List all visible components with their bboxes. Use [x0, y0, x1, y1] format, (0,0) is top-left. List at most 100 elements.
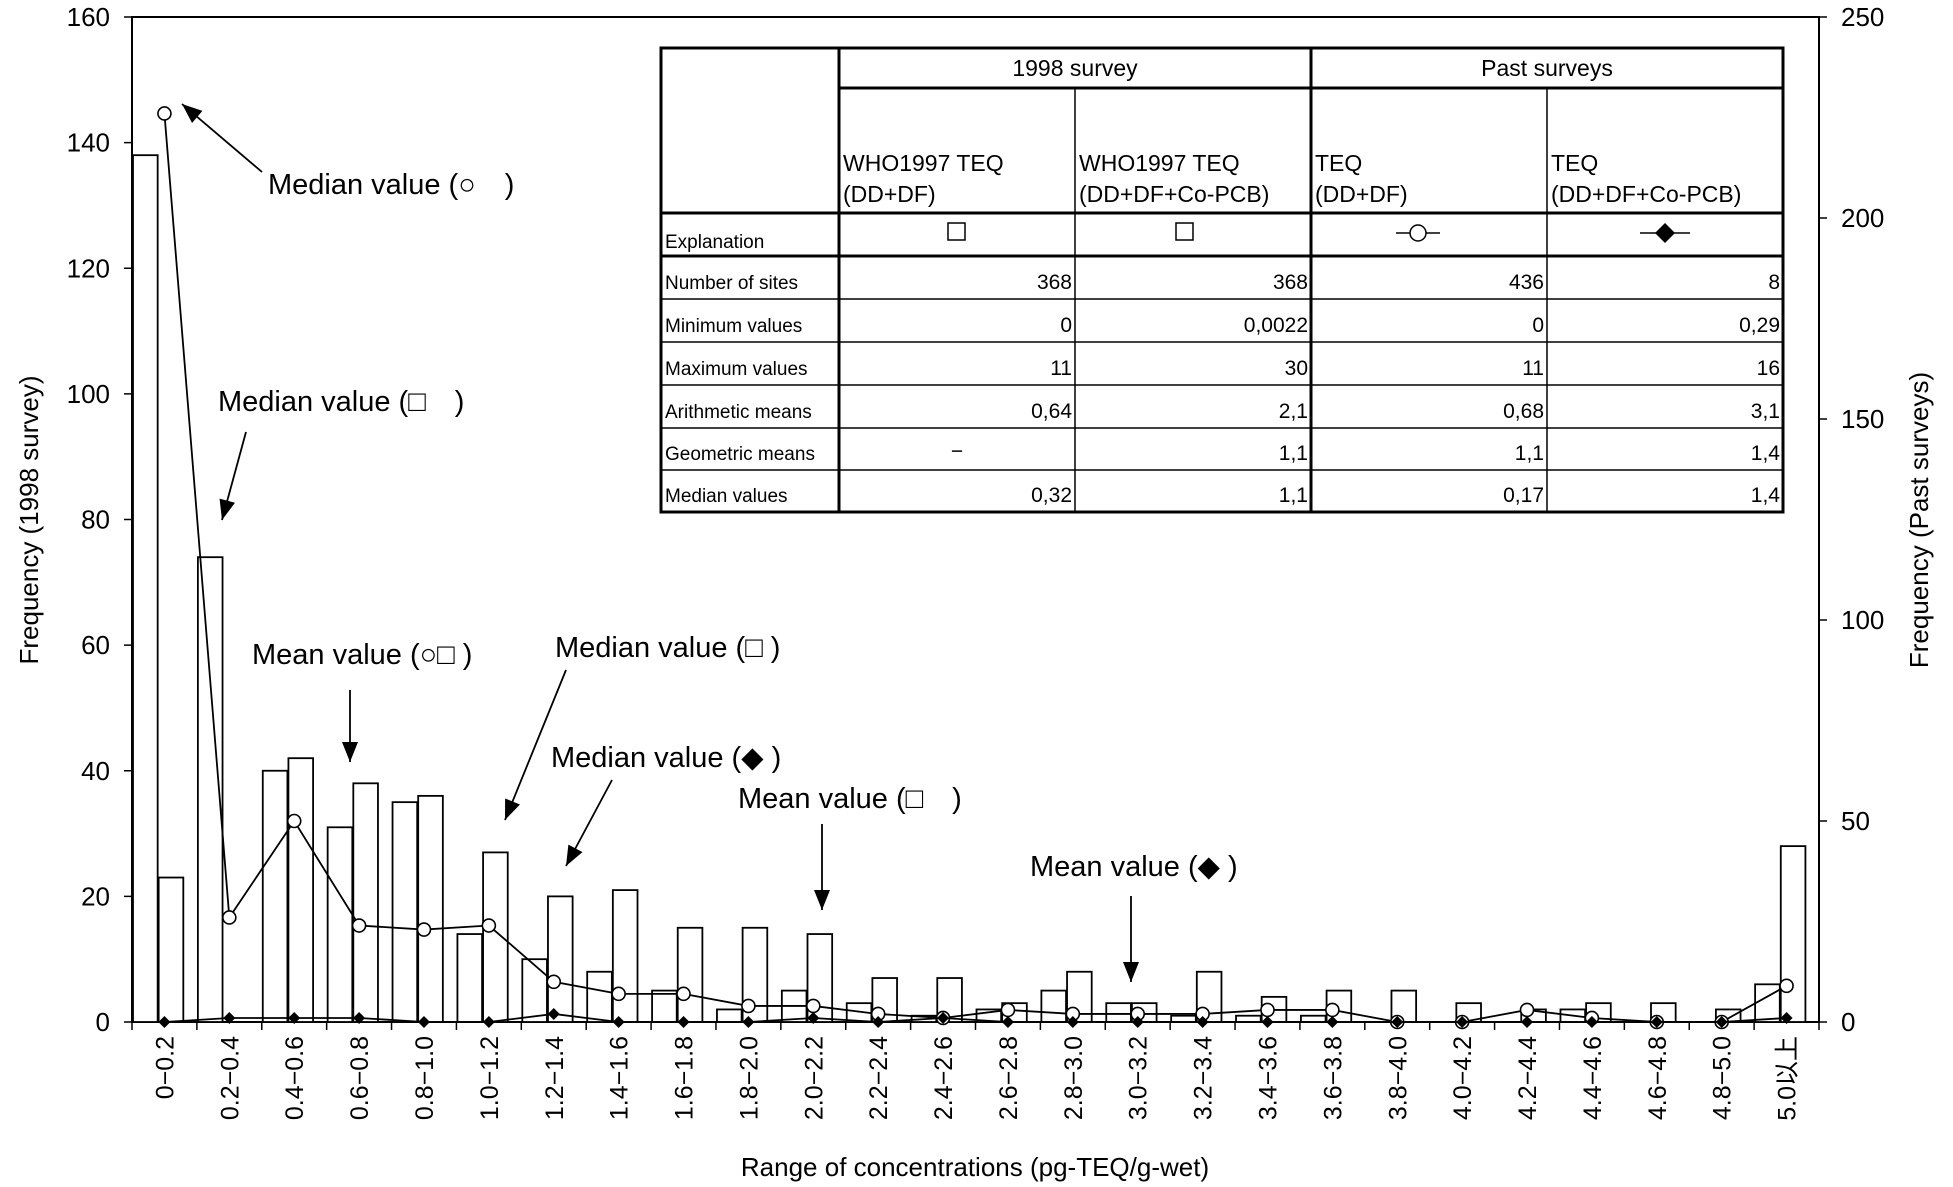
table-cell: 16 [1757, 357, 1780, 380]
point [937, 1011, 950, 1024]
y-tick-label-left: 80 [81, 505, 110, 535]
point [1261, 1016, 1274, 1028]
arrowhead [182, 104, 203, 124]
point [1001, 1016, 1014, 1028]
x-tick-label: 0.8−1.0 [411, 1036, 439, 1120]
x-axis-title: Range of concentrations (pg-TEQ/g-wet) [741, 1152, 1209, 1182]
bar [1170, 1014, 1197, 1023]
bar [326, 826, 354, 1023]
y-tick-label-right: 0 [1841, 1007, 1855, 1037]
point [1391, 1016, 1404, 1028]
axes: 0204060801001201401600501001502002500−0.… [67, 2, 1885, 1121]
table-cell: 0,0022 [1244, 314, 1308, 337]
bar [352, 782, 379, 1023]
table-cell: 1,4 [1751, 442, 1781, 465]
series-line [164, 1013, 1787, 1023]
x-tick-label: 4.6−4.8 [1644, 1036, 1672, 1120]
bar [417, 794, 444, 1023]
x-tick-label: 0.4−0.6 [281, 1036, 309, 1120]
x-tick-label: 5.0以上 [1774, 1036, 1802, 1121]
point [677, 1016, 690, 1028]
x-tick-label: 2.6−2.8 [995, 1036, 1023, 1120]
table-cell: 0,68 [1503, 400, 1544, 423]
y-tick-label-left: 140 [67, 128, 110, 158]
arrowhead [505, 798, 520, 820]
x-tick-label: 0−0.2 [151, 1036, 179, 1099]
point [353, 1011, 366, 1024]
point [1066, 1016, 1079, 1028]
x-tick-label: 4.4−4.6 [1579, 1036, 1607, 1120]
table-column-header: WHO1997 TEQ [843, 150, 1004, 176]
point [1456, 1016, 1469, 1028]
point [351, 918, 367, 933]
point [1780, 1011, 1793, 1024]
bar [1235, 1014, 1262, 1023]
point [1650, 1016, 1663, 1028]
point [1715, 1016, 1728, 1028]
open-square-icon [1175, 222, 1194, 241]
table-cell: 3,1 [1751, 400, 1780, 423]
annotation-median-square-1: Median value (□ ) [218, 386, 464, 418]
point [807, 1011, 820, 1024]
bar [611, 889, 639, 1023]
series-line [163, 113, 1787, 1023]
annotation-median-diamond: Median value (◆ ) [551, 742, 781, 774]
bar [261, 769, 289, 1023]
bar [391, 801, 419, 1023]
bar [1040, 989, 1067, 1023]
point [222, 910, 237, 925]
point [157, 106, 172, 121]
y-tick-label-right: 150 [1841, 404, 1884, 434]
bar [676, 926, 704, 1023]
annotation-mean-square: Mean value (□ ) [738, 783, 962, 815]
filled-diamond-line-icon [1640, 223, 1690, 243]
bar [1105, 1002, 1132, 1023]
x-tick-label: 3.0−3.2 [1125, 1036, 1153, 1120]
annotation-mean-circle-square: Mean value (○□ ) [252, 639, 472, 671]
y-tick-label-right: 200 [1841, 203, 1884, 233]
x-tick-label: 3.8−4.0 [1384, 1036, 1412, 1120]
summary-table: 1998 survey Past surveys WHO1997 TEQ (DD… [659, 46, 1785, 514]
table-rows: Number of sites 368 368 436 8 Minimum values 0… [665, 271, 1780, 507]
table-cell: 11 [1522, 357, 1544, 380]
x-tick-label: 2.4−2.6 [930, 1036, 958, 1120]
point [1325, 1002, 1340, 1018]
x-tick-label: 4.8−5.0 [1709, 1036, 1737, 1120]
open-square-icon [947, 222, 966, 241]
point [223, 1011, 236, 1024]
point [286, 813, 302, 829]
y-tick-label-left: 100 [67, 379, 110, 409]
y-axis-title-left: Frequency (1998 survey) [14, 375, 44, 664]
table-cell: 0,64 [1031, 400, 1072, 423]
table-row-label: Number of sites [665, 273, 798, 294]
point [482, 1016, 495, 1028]
point [1000, 1002, 1016, 1018]
point [1260, 1002, 1275, 1018]
table-group-header: 1998 survey [1012, 55, 1138, 81]
arrowhead [219, 498, 235, 520]
y-tick-label-right: 50 [1841, 806, 1870, 836]
table-column-header: TEQ [1551, 150, 1598, 176]
y-tick-label-right: 250 [1841, 2, 1884, 32]
point [872, 1016, 885, 1028]
y-tick-label-left: 20 [81, 881, 110, 911]
table-cell: 0,32 [1031, 484, 1072, 507]
x-tick-label: 2.2−2.4 [865, 1036, 893, 1120]
table-cell: 0 [1060, 314, 1072, 337]
annotation-median-square-2: Median value (□ ) [555, 632, 780, 664]
x-tick-label: 2.8−3.0 [1060, 1036, 1088, 1120]
table-cell: 1,4 [1751, 484, 1781, 507]
point [741, 998, 756, 1014]
y-tick-label-left: 0 [96, 1007, 110, 1037]
table-cell: 1,1 [1279, 442, 1308, 465]
y-tick-label-right: 100 [1841, 605, 1884, 635]
arrows [181, 103, 1139, 982]
bar [287, 757, 314, 1023]
table-cell: 8 [1768, 271, 1780, 294]
point [288, 1011, 301, 1024]
table-cell: 11 [1050, 357, 1072, 380]
point [1521, 1016, 1534, 1028]
point [611, 986, 626, 1002]
y-axis-title-right: Frequency (Past surveys) [1904, 372, 1934, 668]
